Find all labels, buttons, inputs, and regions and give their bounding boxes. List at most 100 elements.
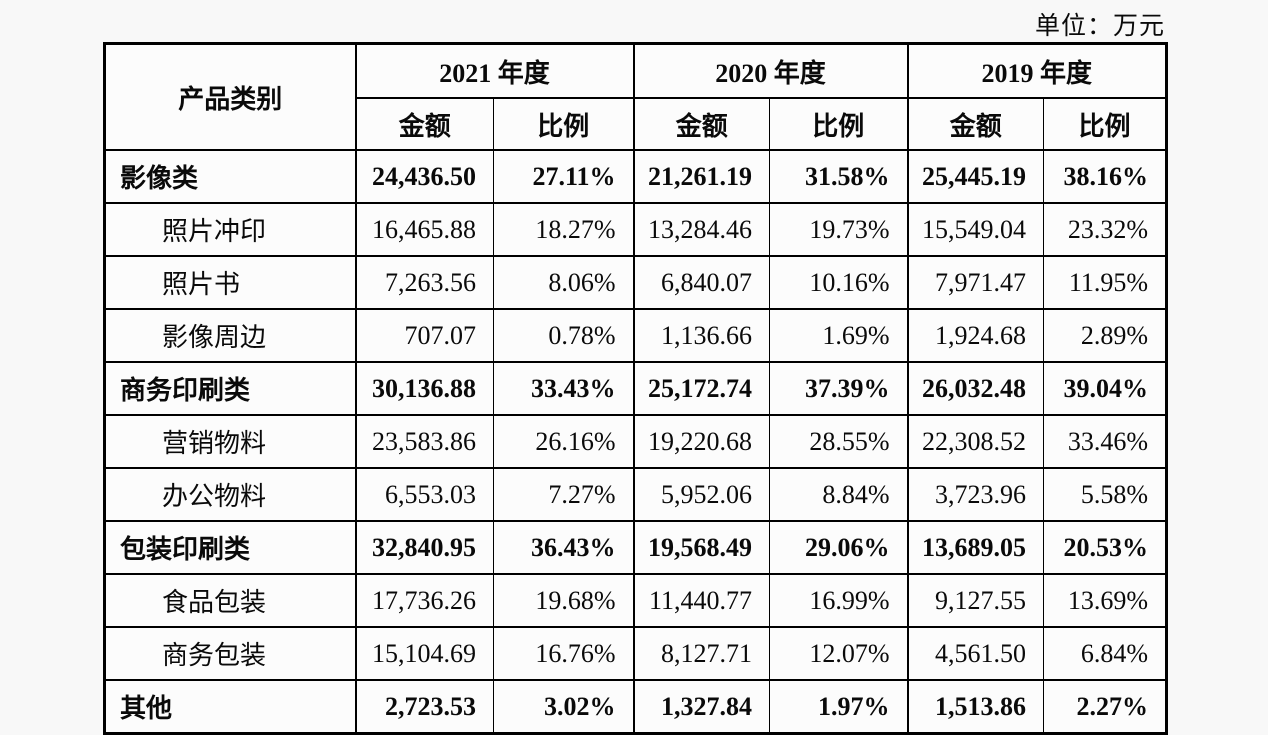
amount-cell: 24,436.50 — [354, 149, 494, 204]
amount-cell: 6,840.07 — [632, 255, 771, 310]
ratio-cell: 19.68% — [492, 573, 635, 628]
table-row: 商务包装 15,104.69 16.76% 8,127.71 12.07% 4,561.5… — [104, 626, 1168, 681]
ratio-cell: 26.16% — [492, 414, 635, 469]
category-cell: 办公物料 — [104, 467, 356, 522]
ratio-cell: 36.43% — [492, 520, 635, 575]
amount-cell: 26,032.48 — [906, 361, 1045, 416]
header-row-subcolumns: 金额 比例 金额 比例 金额 比例 — [105, 97, 1168, 151]
amount-cell: 1,513.86 — [906, 679, 1045, 735]
table-row: 商务印刷类 30,136.88 33.43% 25,172.74 37.39% 26,03… — [104, 361, 1168, 416]
category-cell: 照片书 — [104, 255, 356, 310]
column-header-ratio-2019: 比例 — [1043, 97, 1168, 151]
ratio-cell: 2.89% — [1043, 308, 1168, 363]
table-header: 产品类别 2021 年度 2020 年度 2019 年度 金额 比例 金额 比例… — [104, 42, 1168, 151]
ratio-cell: 27.11% — [492, 149, 635, 204]
ratio-cell: 12.07% — [769, 626, 909, 681]
category-cell: 营销物料 — [104, 414, 356, 469]
ratio-cell: 0.78% — [492, 308, 635, 363]
table-row: 影像周边 707.07 0.78% 1,136.66 1.69% 1,924.68 2.89… — [104, 308, 1168, 363]
amount-cell: 25,445.19 — [906, 149, 1045, 204]
amount-cell: 7,263.56 — [354, 255, 494, 310]
ratio-cell: 2.27% — [1043, 679, 1168, 735]
category-cell: 商务包装 — [104, 626, 356, 681]
amount-cell: 4,561.50 — [906, 626, 1045, 681]
category-cell: 包装印刷类 — [104, 520, 356, 575]
amount-cell: 1,136.66 — [632, 308, 771, 363]
column-header-ratio-2020: 比例 — [769, 97, 909, 151]
table-row: 影像类 24,436.50 27.11% 21,261.19 31.58% 25,445.… — [104, 149, 1168, 204]
unit-label: 单位：万元 — [1034, 13, 1165, 40]
category-cell: 其他 — [104, 679, 356, 735]
ratio-cell: 18.27% — [492, 202, 635, 257]
category-cell: 照片冲印 — [104, 202, 356, 257]
column-header-ratio-2021: 比例 — [492, 97, 635, 151]
ratio-cell: 33.43% — [492, 361, 635, 416]
ratio-cell: 29.06% — [769, 520, 909, 575]
amount-cell: 3,723.96 — [906, 467, 1045, 522]
ratio-cell: 39.04% — [1043, 361, 1168, 416]
ratio-cell: 28.55% — [769, 414, 909, 469]
amount-cell: 9,127.55 — [906, 573, 1045, 628]
amount-cell: 15,549.04 — [906, 202, 1045, 257]
table-row: 照片书 7,263.56 8.06% 6,840.07 10.16% 7,971.47 11… — [104, 255, 1168, 310]
amount-cell: 16,465.88 — [354, 202, 494, 257]
ratio-cell: 23.32% — [1043, 202, 1168, 257]
category-cell: 影像周边 — [104, 308, 356, 363]
column-header-amount-2019: 金额 — [906, 97, 1045, 151]
amount-cell: 2,723.53 — [354, 679, 494, 735]
table-row: 营销物料 23,583.86 26.16% 19,220.68 28.55% 22,308… — [104, 414, 1168, 469]
table-body: 影像类 24,436.50 27.11% 21,261.19 31.58% 25,445.… — [104, 149, 1168, 735]
amount-cell: 23,583.86 — [354, 414, 494, 469]
amount-cell: 6,553.03 — [354, 467, 494, 522]
amount-cell: 11,440.77 — [632, 573, 771, 628]
amount-cell: 1,924.68 — [906, 308, 1045, 363]
ratio-cell: 19.73% — [769, 202, 909, 257]
amount-cell: 707.07 — [354, 308, 494, 363]
category-cell: 商务印刷类 — [104, 361, 356, 416]
header-row-years: 产品类别 2021 年度 2020 年度 2019 年度 — [104, 42, 1168, 151]
table-row: 包装印刷类 32,840.95 36.43% 19,568.49 29.06% 13,68… — [104, 520, 1168, 575]
ratio-cell: 38.16% — [1043, 149, 1168, 204]
amount-cell: 13,284.46 — [632, 202, 771, 257]
column-header-amount-2020: 金额 — [632, 97, 771, 151]
ratio-cell: 7.27% — [492, 467, 635, 522]
ratio-cell: 20.53% — [1043, 520, 1168, 575]
column-header-year-2020: 2020 年度 — [632, 42, 909, 99]
column-header-amount-2021: 金额 — [354, 97, 494, 151]
amount-cell: 5,952.06 — [632, 467, 771, 522]
ratio-cell: 3.02% — [492, 679, 635, 735]
product-revenue-table: 产品类别 2021 年度 2020 年度 2019 年度 金额 比例 金额 比例… — [103, 42, 1169, 735]
amount-cell: 17,736.26 — [354, 573, 494, 628]
ratio-cell: 13.69% — [1043, 573, 1168, 628]
ratio-cell: 10.16% — [769, 255, 909, 310]
ratio-cell: 5.58% — [1043, 467, 1168, 522]
ratio-cell: 33.46% — [1043, 414, 1168, 469]
category-cell: 影像类 — [104, 149, 356, 204]
amount-cell: 21,261.19 — [632, 149, 771, 204]
table-row: 其他 2,723.53 3.02% 1,327.84 1.97% 1,513.86 2.27… — [104, 679, 1168, 735]
ratio-cell: 1.97% — [769, 679, 909, 735]
ratio-cell: 11.95% — [1043, 255, 1168, 310]
column-header-year-2019: 2019 年度 — [906, 42, 1168, 99]
column-header-year-2021: 2021 年度 — [354, 42, 635, 99]
amount-cell: 13,689.05 — [906, 520, 1045, 575]
amount-cell: 30,136.88 — [354, 361, 494, 416]
table-row: 照片冲印 16,465.88 18.27% 13,284.46 19.73% 15,549… — [104, 202, 1168, 257]
table-row: 食品包装 17,736.26 19.68% 11,440.77 16.99% 9,127.… — [104, 573, 1168, 628]
ratio-cell: 1.69% — [769, 308, 909, 363]
ratio-cell: 6.84% — [1043, 626, 1168, 681]
ratio-cell: 37.39% — [769, 361, 909, 416]
ratio-cell: 16.76% — [492, 626, 635, 681]
amount-cell: 25,172.74 — [632, 361, 771, 416]
ratio-cell: 31.58% — [769, 149, 909, 204]
amount-cell: 1,327.84 — [632, 679, 771, 735]
category-cell: 食品包装 — [104, 573, 356, 628]
table-row: 办公物料 6,553.03 7.27% 5,952.06 8.84% 3,723.96 5.… — [104, 467, 1168, 522]
column-header-category: 产品类别 — [104, 42, 356, 151]
ratio-cell: 8.84% — [769, 467, 909, 522]
ratio-cell: 16.99% — [769, 573, 909, 628]
amount-cell: 8,127.71 — [632, 626, 771, 681]
ratio-cell: 8.06% — [492, 255, 635, 310]
amount-cell: 32,840.95 — [354, 520, 494, 575]
